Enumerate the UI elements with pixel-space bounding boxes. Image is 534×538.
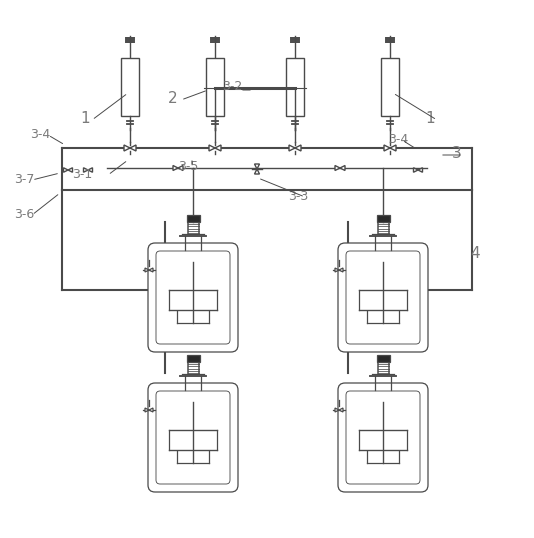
Text: 3-4: 3-4 [388, 133, 409, 146]
Text: 3-4: 3-4 [30, 128, 50, 141]
Bar [381, 58, 399, 116]
Text: 3-2: 3-2 [222, 80, 242, 93]
Polygon shape [289, 145, 295, 151]
FancyBboxPatch shape [156, 251, 230, 344]
Text: 2: 2 [168, 91, 178, 106]
Polygon shape [149, 268, 153, 272]
Polygon shape [124, 145, 130, 151]
Polygon shape [339, 268, 343, 272]
Polygon shape [215, 145, 221, 151]
Bar [186, 355, 200, 362]
FancyBboxPatch shape [156, 391, 230, 484]
Polygon shape [178, 166, 183, 171]
Polygon shape [418, 168, 422, 172]
Polygon shape [68, 168, 73, 172]
FancyBboxPatch shape [346, 251, 420, 344]
Polygon shape [145, 408, 149, 412]
Polygon shape [255, 169, 260, 174]
Bar [186, 215, 200, 222]
Polygon shape [413, 168, 418, 172]
Polygon shape [335, 408, 339, 412]
Polygon shape [83, 168, 88, 172]
Polygon shape [209, 145, 215, 151]
Bar [286, 58, 304, 116]
Polygon shape [173, 166, 178, 171]
Text: 4: 4 [470, 246, 480, 261]
Text: 3-6: 3-6 [14, 208, 34, 221]
Bar [376, 215, 389, 222]
Bar [121, 58, 139, 116]
Polygon shape [255, 164, 260, 169]
Polygon shape [295, 145, 301, 151]
Polygon shape [335, 166, 340, 171]
Text: 3-1: 3-1 [72, 168, 92, 181]
FancyBboxPatch shape [338, 243, 428, 352]
Text: 1: 1 [80, 111, 90, 126]
Text: 3-3: 3-3 [288, 190, 308, 203]
Polygon shape [88, 168, 92, 172]
Polygon shape [340, 166, 345, 171]
Polygon shape [64, 168, 68, 172]
Polygon shape [384, 145, 390, 151]
FancyBboxPatch shape [148, 383, 238, 492]
Polygon shape [335, 268, 339, 272]
Bar [376, 355, 389, 362]
Text: 3-5: 3-5 [178, 160, 198, 173]
Polygon shape [130, 145, 136, 151]
Text: 1: 1 [425, 111, 435, 126]
Bar [206, 58, 224, 116]
Polygon shape [149, 408, 153, 412]
Text: 3: 3 [452, 146, 462, 161]
Polygon shape [390, 145, 396, 151]
FancyBboxPatch shape [338, 383, 428, 492]
FancyBboxPatch shape [148, 243, 238, 352]
FancyBboxPatch shape [346, 391, 420, 484]
Polygon shape [339, 408, 343, 412]
Polygon shape [145, 268, 149, 272]
Text: 3-7: 3-7 [14, 173, 34, 186]
